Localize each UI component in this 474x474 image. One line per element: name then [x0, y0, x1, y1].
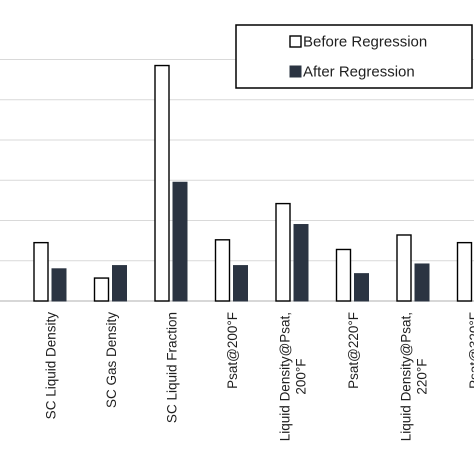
legend-swatch-before [289, 35, 302, 48]
category-tick-label: SC Liquid Density [44, 312, 59, 420]
legend-label-after: After Regression [303, 64, 415, 81]
bar-after-regression [51, 268, 67, 302]
bar-after-regression [233, 265, 248, 302]
category-tick-labels: SC Liquid Density SC Gas Density SC Liquid… [44, 312, 474, 441]
bar-before-regression [275, 202, 291, 302]
category-tick-label-line: 220°F [415, 359, 430, 395]
category-tick-label-line: SC Liquid Density [44, 312, 59, 420]
category-tick-label-line: SC Gas Density [104, 312, 119, 408]
category-tick-label-line: Psat@320°F [467, 312, 474, 389]
category-tick-label-line: Liquid Density@Psat, [278, 312, 293, 441]
category-tick-label-line: Psat@200°F [225, 312, 240, 389]
bar-before-regression [93, 277, 110, 302]
bar-after-regression [172, 181, 188, 302]
category-tick-label: Liquid Density@Psat,220°F [399, 312, 430, 441]
category-tick-label: SC Liquid Fraction [165, 312, 180, 423]
bar-after-regression [112, 265, 127, 302]
bar-after-regression [354, 273, 369, 302]
bar-before-regression [456, 241, 473, 302]
legend-label-before: Before Regression [303, 34, 427, 51]
category-tick-label: SC Gas Density [104, 312, 119, 408]
category-tick-label-line: SC Liquid Fraction [165, 312, 180, 423]
category-tick-label: Psat@200°F [225, 312, 240, 389]
category-tick-label: Psat@320°F [467, 312, 474, 389]
legend-swatch-after [289, 65, 302, 78]
bar-before-regression [154, 64, 170, 302]
gridlines [0, 59, 474, 262]
category-tick-label-line: Psat@220°F [346, 312, 361, 389]
category-tick-label: Psat@220°F [346, 312, 361, 389]
bar-after-regression [293, 224, 309, 302]
legend-box [235, 24, 473, 89]
category-tick-label-line: 200°F [294, 359, 309, 395]
bar-before-regression [214, 239, 231, 302]
bar-before-regression [396, 234, 412, 302]
bar-before-regression [335, 248, 352, 302]
legend: Before Regression After Regression [235, 24, 473, 89]
category-tick-label-line: Liquid Density@Psat, [399, 312, 414, 441]
bars [33, 64, 473, 302]
bar-before-regression [33, 241, 49, 302]
category-tick-label: Liquid Density@Psat,200°F [278, 312, 309, 441]
bar-after-regression [414, 263, 430, 302]
